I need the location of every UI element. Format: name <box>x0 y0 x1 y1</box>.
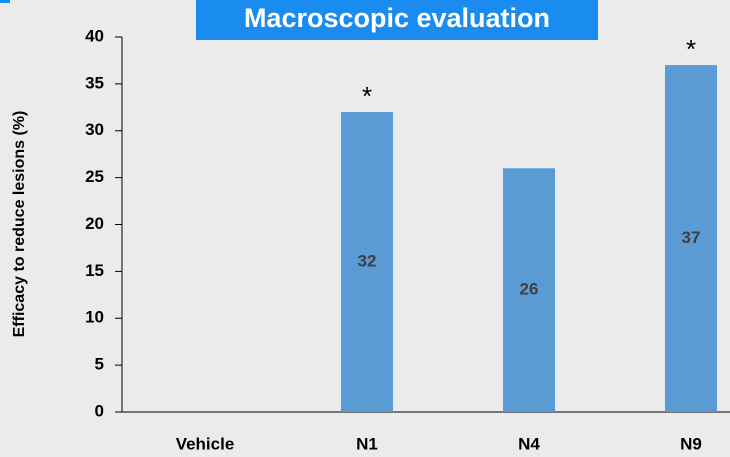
y-tick-label: 15 <box>85 261 104 280</box>
y-tick-label: 40 <box>85 26 104 45</box>
value-label: 32 <box>358 251 377 270</box>
value-label: 37 <box>682 228 701 247</box>
x-tick-label: N9 <box>680 434 702 453</box>
title-box <box>196 0 598 40</box>
y-axis-label: Efficacy to reduce lesions (%) <box>11 111 28 338</box>
y-tick-label: 5 <box>95 355 104 374</box>
value-label: 26 <box>520 280 539 299</box>
y-tick-label: 25 <box>85 167 104 186</box>
significance-mark: * <box>362 81 372 111</box>
y-tick-label: 10 <box>85 308 104 327</box>
corner-mark <box>0 0 10 3</box>
x-tick-label: N4 <box>518 434 540 453</box>
y-tick-label: 35 <box>85 73 104 92</box>
y-tick-label: 30 <box>85 120 104 139</box>
bar <box>503 168 555 412</box>
x-tick-label: N1 <box>356 434 378 453</box>
chart-title: Macroscopic evaluation <box>244 3 550 33</box>
x-tick-label: Vehicle <box>176 434 235 453</box>
bar <box>665 65 717 412</box>
significance-mark: * <box>686 34 696 64</box>
bar <box>341 112 393 412</box>
y-tick-label: 20 <box>85 214 104 233</box>
y-tick-label: 0 <box>95 401 104 420</box>
